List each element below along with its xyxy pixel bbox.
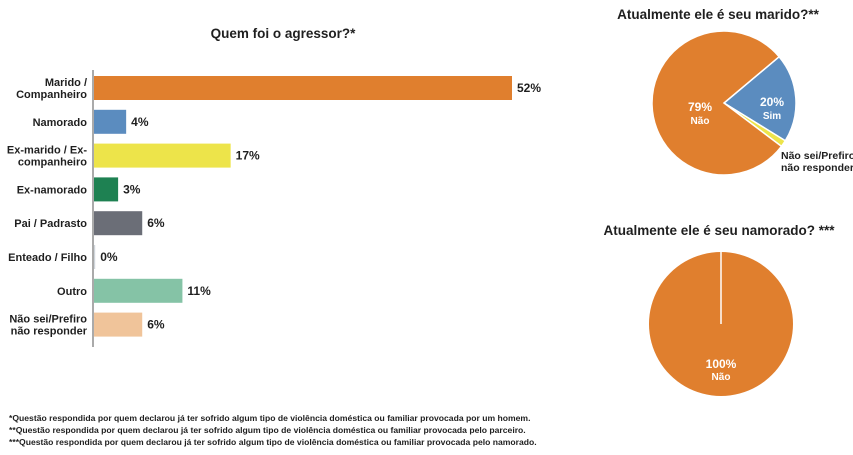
footnote-3: ***Questão respondida por quem declarou … <box>9 437 537 447</box>
value-label: 17% <box>236 149 260 163</box>
bar <box>94 177 119 202</box>
footnotes: *Questão respondida por quem declarou já… <box>9 412 609 448</box>
slice-value-label: 20% <box>760 95 784 109</box>
category-label: Outro <box>57 286 87 298</box>
footnote-2: **Questão respondida por quem declarou j… <box>9 425 526 435</box>
value-label: 6% <box>147 216 165 230</box>
bar-chart-agressor: Quem foi o agressor?* 52% Marido / Companhe… <box>7 26 541 347</box>
slice-name-label: Sim <box>763 111 781 122</box>
category-label: Não sei/Prefiro não responder <box>9 314 87 338</box>
category-label: Pai / Padrasto <box>14 218 87 230</box>
pie-slice <box>651 30 783 176</box>
category-label: Ex-marido / Ex-companheiro <box>7 145 87 169</box>
pie-chart-namorado: Atualmente ele é seu namorado? *** 100%Nã… <box>603 223 835 396</box>
slice-value-label: 100% <box>706 357 737 371</box>
bar-chart-title: Quem foi o agressor?* <box>211 26 357 41</box>
value-label: 0% <box>100 250 118 264</box>
pie-slice <box>722 55 797 142</box>
category-label: Marido / Companheiro <box>16 77 87 101</box>
bar <box>94 109 127 134</box>
pie-marido-title: Atualmente ele é seu marido?** <box>617 7 820 22</box>
pie-namorado-title: Atualmente ele é seu namorado? *** <box>603 223 835 238</box>
bar <box>94 211 143 236</box>
value-label: 4% <box>131 115 149 129</box>
slice-name-label: Não <box>712 372 731 383</box>
category-label: Ex-namorado <box>17 184 88 196</box>
category-label: Enteado / Filho <box>8 252 87 264</box>
slice-value-label: 79% <box>688 100 712 114</box>
value-label: 3% <box>123 182 141 196</box>
pie-chart-marido: Atualmente ele é seu marido?** 20% Sim 79% N… <box>617 7 853 176</box>
bar <box>94 143 231 168</box>
outside-slice-label: Não sei/Prefiro não responder <box>781 150 853 174</box>
bar <box>94 245 96 269</box>
slice-name-label: Não <box>691 116 710 127</box>
value-label: 11% <box>187 284 211 298</box>
value-label: 52% <box>517 81 541 95</box>
value-label: 6% <box>147 318 165 332</box>
bar <box>94 312 143 337</box>
category-label: Namorado <box>33 117 88 129</box>
bar <box>94 76 512 100</box>
footnote-1: *Questão respondida por quem declarou já… <box>9 413 531 423</box>
bar <box>94 278 183 303</box>
